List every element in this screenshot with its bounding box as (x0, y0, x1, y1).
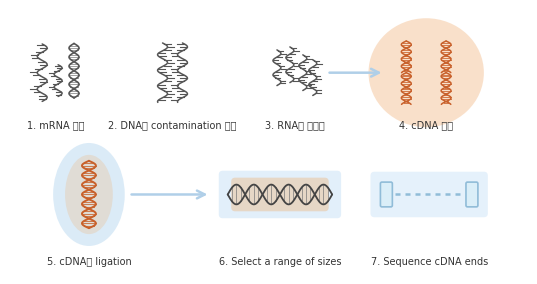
FancyBboxPatch shape (380, 182, 393, 207)
Ellipse shape (53, 143, 125, 246)
Ellipse shape (368, 18, 484, 127)
FancyBboxPatch shape (466, 182, 478, 207)
Text: 6. Select a range of sizes: 6. Select a range of sizes (219, 257, 341, 267)
FancyBboxPatch shape (371, 172, 488, 217)
Text: 2. DNA의 contamination 제거: 2. DNA의 contamination 제거 (108, 120, 237, 130)
Text: 4. cDNA 제작: 4. cDNA 제작 (399, 120, 453, 130)
FancyBboxPatch shape (231, 178, 329, 211)
Text: 7. Sequence cDNA ends: 7. Sequence cDNA ends (371, 257, 488, 267)
Text: 5. cDNA의 ligation: 5. cDNA의 ligation (47, 257, 132, 267)
Ellipse shape (65, 155, 113, 234)
Text: 3. RNA의 단편화: 3. RNA의 단편화 (265, 120, 325, 130)
FancyBboxPatch shape (219, 171, 341, 218)
Text: 1. mRNA 추출: 1. mRNA 추출 (27, 120, 85, 130)
